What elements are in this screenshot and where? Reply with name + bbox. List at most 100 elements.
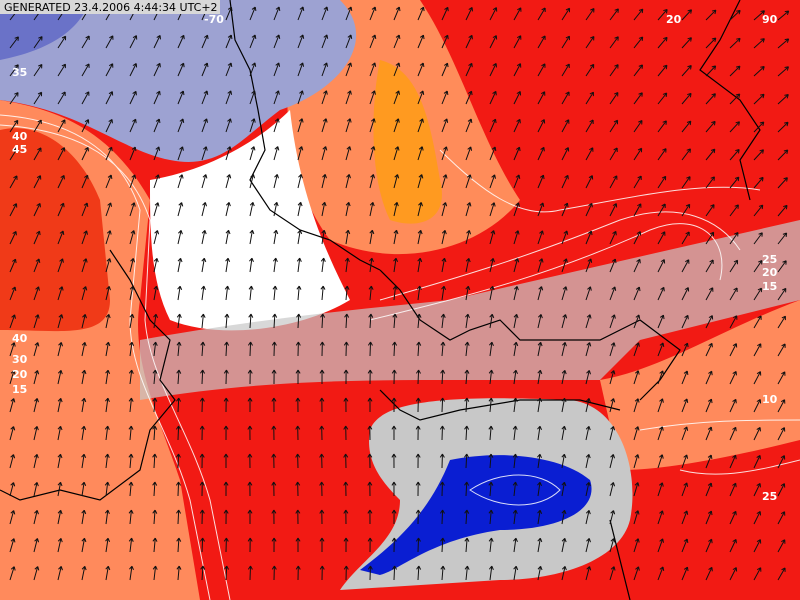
wind-arrow xyxy=(9,426,16,441)
wind-arrow xyxy=(561,35,570,49)
wind-arrow xyxy=(633,482,640,497)
wind-arrow xyxy=(513,537,518,553)
wind-arrow xyxy=(223,425,229,441)
wind-arrow xyxy=(439,481,445,497)
wind-arrow xyxy=(129,202,136,217)
wind-arrow xyxy=(681,259,690,273)
wind-arrow xyxy=(153,230,160,245)
wind-arrow xyxy=(705,454,713,469)
wind-arrow xyxy=(273,90,280,105)
wind-arrow xyxy=(153,285,159,301)
wind-arrow xyxy=(633,175,642,189)
wind-arrow xyxy=(657,259,666,273)
wind-arrow xyxy=(609,426,616,441)
wind-arrow xyxy=(488,453,494,469)
wind-arrow xyxy=(777,38,790,49)
wind-arrow xyxy=(681,482,689,497)
wind-arrow xyxy=(537,91,546,105)
contour-label: 35 xyxy=(12,66,27,79)
wind-arrow xyxy=(561,397,567,413)
wind-arrow xyxy=(705,398,713,413)
wind-arrow xyxy=(225,229,231,245)
wind-arrow xyxy=(705,315,714,329)
wind-arrow xyxy=(440,313,446,329)
wind-arrow xyxy=(295,453,301,469)
wind-arrow xyxy=(345,201,351,217)
wind-arrow xyxy=(513,146,521,161)
wind-arrow xyxy=(249,257,254,273)
wind-arrow xyxy=(200,341,206,357)
wind-arrow xyxy=(585,566,592,581)
wind-arrow xyxy=(9,203,18,217)
wind-arrow xyxy=(537,7,546,21)
wind-arrow xyxy=(33,538,40,553)
wind-arrow xyxy=(561,202,569,217)
wind-arrow xyxy=(705,482,713,497)
wind-arrow xyxy=(9,175,18,189)
contour-label: 25 xyxy=(762,490,777,503)
wind-arrow xyxy=(681,314,689,329)
wind-arrow xyxy=(175,481,181,497)
wind-arrow xyxy=(705,426,713,441)
wind-arrow xyxy=(777,287,787,301)
wind-arrow xyxy=(705,93,716,105)
wind-arrow xyxy=(176,369,182,385)
wind-arrow xyxy=(657,64,668,77)
wind-arrow xyxy=(343,537,349,553)
wind-arrow xyxy=(152,453,158,469)
wind-arrow xyxy=(609,258,617,273)
wind-arrow xyxy=(343,481,349,497)
wind-arrow xyxy=(561,453,567,469)
wind-arrow xyxy=(705,370,713,385)
wind-arrow xyxy=(105,258,112,273)
wind-arrow xyxy=(705,566,713,581)
wind-arrow xyxy=(81,286,88,301)
wind-arrow xyxy=(441,257,447,273)
wind-arrow xyxy=(321,229,327,245)
wind-arrow xyxy=(537,63,546,77)
wind-arrow xyxy=(633,398,640,413)
wind-arrow xyxy=(320,313,326,329)
wind-arrow xyxy=(393,146,400,161)
wind-arrow xyxy=(705,37,717,49)
wind-arrow xyxy=(153,118,161,133)
wind-arrow xyxy=(777,149,789,161)
wind-arrow xyxy=(415,509,421,525)
wind-arrow xyxy=(391,453,397,469)
wind-arrow xyxy=(321,146,328,161)
wind-arrow xyxy=(729,9,741,21)
wind-arrow xyxy=(33,175,42,189)
wind-arrow xyxy=(249,62,257,77)
wind-arrow xyxy=(175,425,181,441)
wind-arrow xyxy=(319,481,325,497)
wind-arrow xyxy=(777,483,786,497)
wind-arrow xyxy=(295,369,301,385)
wind-arrow xyxy=(247,509,253,525)
wind-arrow xyxy=(609,175,618,189)
wind-arrow xyxy=(513,341,519,357)
contour-label: 25 xyxy=(762,253,777,266)
wind-arrow xyxy=(345,6,353,21)
wind-arrow xyxy=(129,174,137,189)
wind-arrow xyxy=(153,146,161,161)
wind-arrow xyxy=(392,285,398,301)
wind-arrow xyxy=(177,34,185,49)
wind-arrow xyxy=(272,257,278,273)
wind-arrow xyxy=(753,93,765,105)
contour-label: 20 xyxy=(762,266,778,279)
wind-arrow xyxy=(415,397,421,413)
wind-arrow xyxy=(777,260,787,273)
wind-arrow xyxy=(367,509,373,525)
wind-arrow xyxy=(465,285,471,301)
wind-arrow xyxy=(105,35,114,49)
wind-arrow xyxy=(753,38,765,49)
wind-arrow xyxy=(657,566,665,581)
wind-arrow xyxy=(633,258,641,273)
wind-arrow xyxy=(273,146,280,161)
wind-arrow xyxy=(392,313,398,329)
wind-arrow xyxy=(513,230,520,245)
field-salmon-east xyxy=(600,300,800,470)
contour-label: 15 xyxy=(12,383,27,396)
contour-label: 10 xyxy=(762,393,778,406)
wind-arrow xyxy=(465,230,472,245)
